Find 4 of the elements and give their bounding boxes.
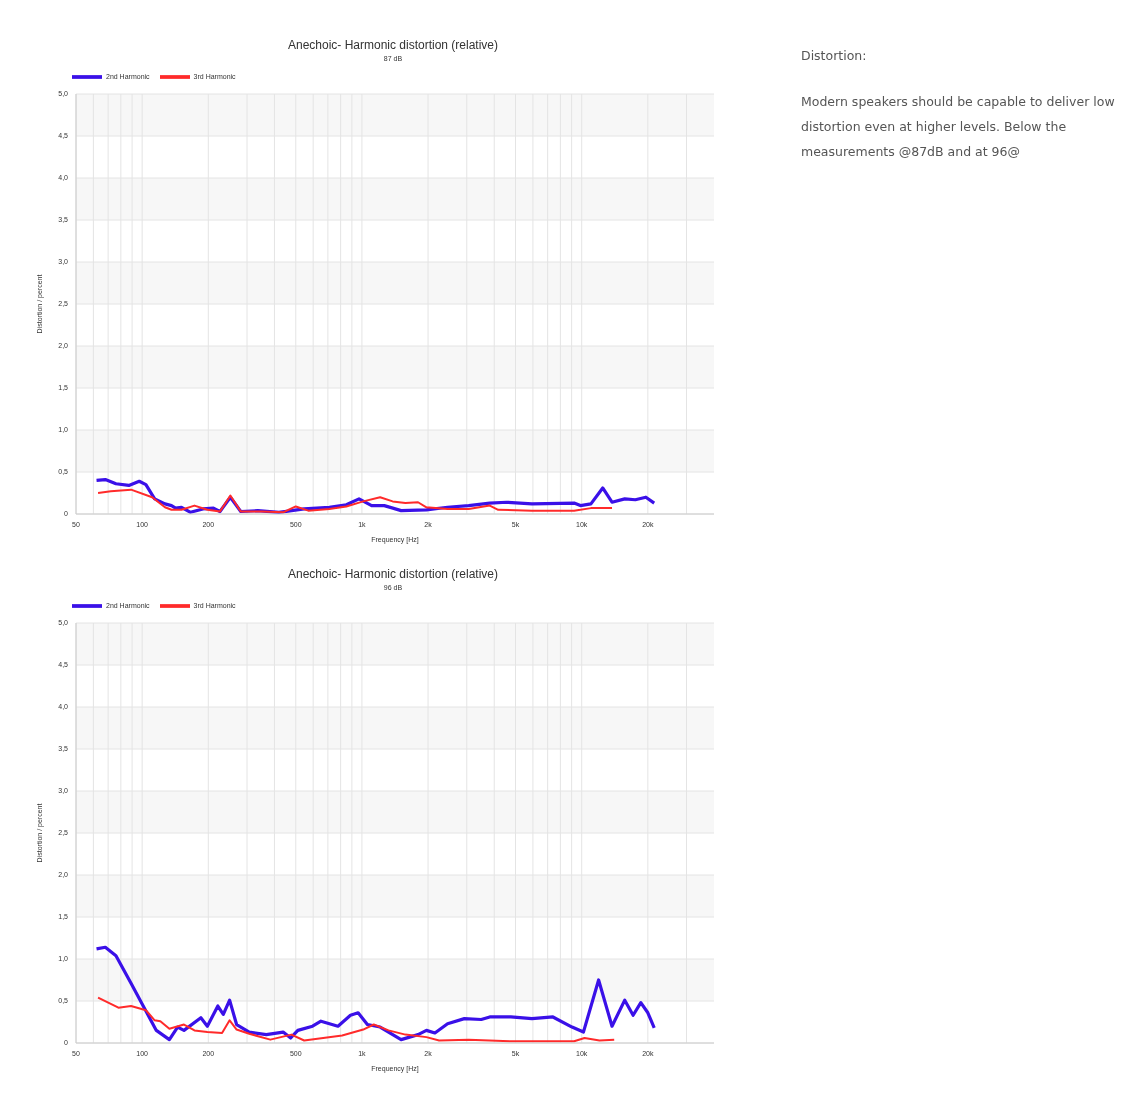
- chart-title: Anechoic- Harmonic distortion (relative): [286, 567, 500, 581]
- text: Distortion:: [801, 48, 868, 63]
- text: Modern speakers should be capable to deliver low distortion even at higher levels. Below the measurements @87dB and at 96@: [801, 93, 1116, 161]
- chart-title: Anechoic- Harmonic distortion (relative): [286, 38, 500, 52]
